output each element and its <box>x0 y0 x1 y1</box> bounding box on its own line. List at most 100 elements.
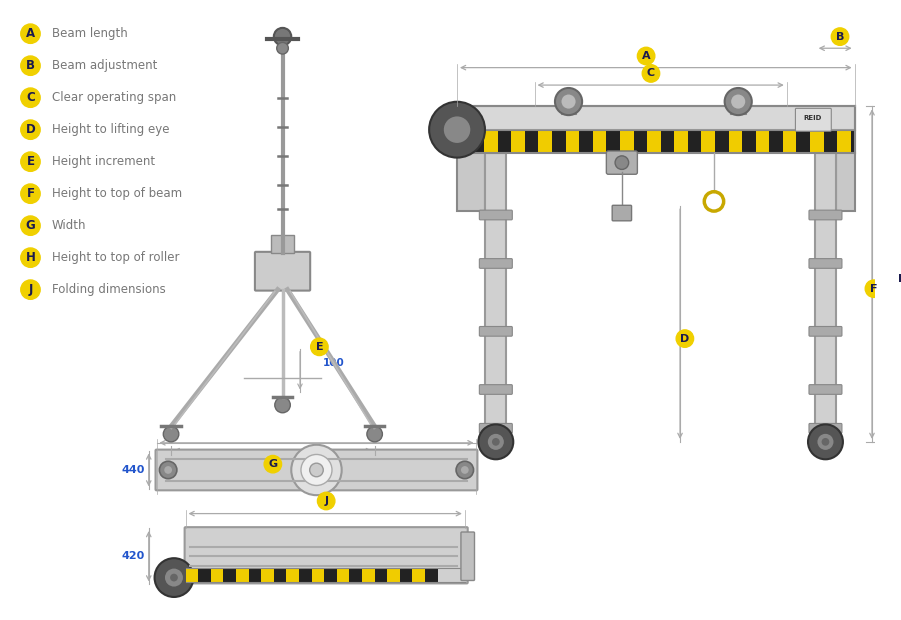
FancyBboxPatch shape <box>324 568 337 582</box>
Text: B: B <box>836 32 844 42</box>
FancyBboxPatch shape <box>660 130 674 153</box>
FancyBboxPatch shape <box>809 259 842 268</box>
FancyBboxPatch shape <box>525 130 539 153</box>
FancyBboxPatch shape <box>783 130 796 153</box>
FancyBboxPatch shape <box>824 130 837 153</box>
FancyBboxPatch shape <box>620 130 633 153</box>
Text: F: F <box>870 284 878 294</box>
Text: D: D <box>25 123 35 136</box>
Circle shape <box>21 24 41 43</box>
FancyBboxPatch shape <box>461 532 475 580</box>
Text: G: G <box>25 219 35 232</box>
FancyBboxPatch shape <box>687 130 701 153</box>
FancyBboxPatch shape <box>809 384 842 394</box>
FancyBboxPatch shape <box>701 130 714 153</box>
Circle shape <box>443 116 471 144</box>
Text: J: J <box>28 283 32 296</box>
Text: H: H <box>898 275 901 285</box>
Circle shape <box>637 47 655 64</box>
FancyBboxPatch shape <box>413 568 425 582</box>
FancyBboxPatch shape <box>255 252 310 291</box>
FancyBboxPatch shape <box>810 130 824 153</box>
FancyBboxPatch shape <box>484 130 497 153</box>
FancyBboxPatch shape <box>479 327 513 336</box>
FancyBboxPatch shape <box>714 130 729 153</box>
Circle shape <box>21 248 41 267</box>
Circle shape <box>155 558 194 597</box>
Text: Height increment: Height increment <box>51 155 155 168</box>
FancyBboxPatch shape <box>815 153 836 427</box>
FancyBboxPatch shape <box>425 568 438 582</box>
FancyBboxPatch shape <box>579 130 593 153</box>
FancyBboxPatch shape <box>312 568 324 582</box>
FancyBboxPatch shape <box>606 151 637 174</box>
Circle shape <box>21 184 41 203</box>
Circle shape <box>429 102 485 157</box>
FancyBboxPatch shape <box>756 130 769 153</box>
Circle shape <box>317 492 335 510</box>
Text: J: J <box>324 496 328 506</box>
FancyBboxPatch shape <box>198 568 211 582</box>
Text: D: D <box>680 334 689 343</box>
Polygon shape <box>457 108 485 211</box>
Text: 420: 420 <box>122 551 145 561</box>
Text: A: A <box>642 51 651 61</box>
Circle shape <box>21 216 41 236</box>
FancyBboxPatch shape <box>809 210 842 220</box>
Text: Folding dimensions: Folding dimensions <box>51 283 166 296</box>
FancyBboxPatch shape <box>837 130 851 153</box>
Circle shape <box>487 433 505 451</box>
Circle shape <box>822 438 829 446</box>
FancyBboxPatch shape <box>674 130 687 153</box>
FancyBboxPatch shape <box>185 527 468 583</box>
Text: H: H <box>25 251 35 264</box>
Text: Beam length: Beam length <box>51 27 128 40</box>
FancyBboxPatch shape <box>512 130 525 153</box>
Text: Beam adjustment: Beam adjustment <box>51 59 157 72</box>
FancyBboxPatch shape <box>271 236 295 253</box>
FancyBboxPatch shape <box>375 568 387 582</box>
Circle shape <box>816 433 834 451</box>
Circle shape <box>560 94 577 109</box>
Text: C: C <box>647 68 655 79</box>
FancyBboxPatch shape <box>287 568 299 582</box>
FancyBboxPatch shape <box>236 568 249 582</box>
Circle shape <box>21 120 41 140</box>
Circle shape <box>724 88 751 115</box>
Circle shape <box>555 88 582 115</box>
FancyBboxPatch shape <box>457 130 470 153</box>
Circle shape <box>164 466 172 474</box>
Circle shape <box>264 456 282 473</box>
FancyBboxPatch shape <box>497 130 512 153</box>
Text: F: F <box>26 187 34 200</box>
FancyBboxPatch shape <box>539 130 552 153</box>
Circle shape <box>163 427 178 442</box>
FancyBboxPatch shape <box>606 130 620 153</box>
Circle shape <box>367 427 382 442</box>
Circle shape <box>21 152 41 171</box>
FancyBboxPatch shape <box>470 130 484 153</box>
FancyBboxPatch shape <box>566 130 579 153</box>
Circle shape <box>461 466 469 474</box>
Circle shape <box>310 463 323 477</box>
Circle shape <box>676 330 694 347</box>
Text: Height to lifting eye: Height to lifting eye <box>51 123 169 136</box>
FancyBboxPatch shape <box>479 259 513 268</box>
Text: Height to top of beam: Height to top of beam <box>51 187 182 200</box>
FancyBboxPatch shape <box>387 568 400 582</box>
FancyBboxPatch shape <box>485 153 506 427</box>
FancyBboxPatch shape <box>299 568 312 582</box>
FancyBboxPatch shape <box>457 107 854 130</box>
Text: 440: 440 <box>122 465 145 475</box>
FancyBboxPatch shape <box>809 423 842 433</box>
FancyBboxPatch shape <box>742 130 756 153</box>
Circle shape <box>21 56 41 76</box>
FancyBboxPatch shape <box>362 568 375 582</box>
FancyBboxPatch shape <box>647 130 660 153</box>
Text: A: A <box>26 27 35 40</box>
Circle shape <box>311 338 328 355</box>
FancyBboxPatch shape <box>249 568 261 582</box>
Text: G: G <box>268 459 278 469</box>
FancyBboxPatch shape <box>156 450 478 490</box>
Text: E: E <box>26 155 34 168</box>
